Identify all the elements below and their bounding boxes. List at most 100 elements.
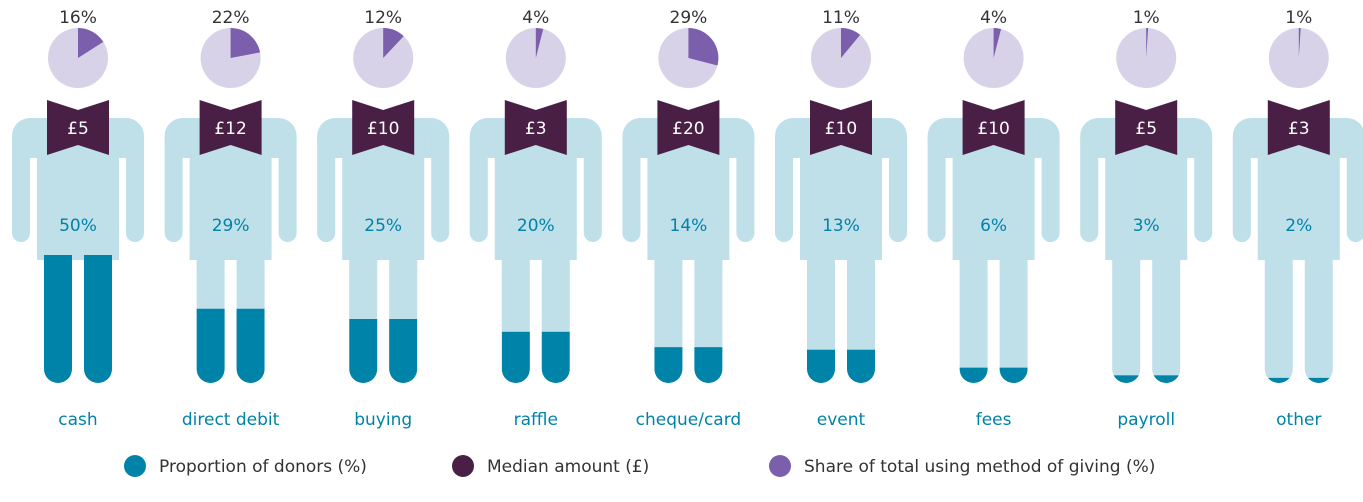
- share-wedge: [383, 28, 404, 58]
- share-wedge: [688, 28, 719, 66]
- donor-label: 14%: [670, 216, 708, 236]
- leg: [1304, 240, 1333, 383]
- arm: [889, 130, 907, 242]
- bowtie: [504, 100, 567, 155]
- leg: [999, 240, 1028, 383]
- figure: 14% 29% £20 cheque/card: [622, 8, 755, 430]
- share-wedge: [993, 28, 1002, 58]
- median-label: £3: [1288, 119, 1310, 139]
- donor-fill: [959, 367, 1028, 383]
- legend-label: Median amount (£): [487, 457, 649, 477]
- median-label: £12: [214, 119, 246, 139]
- median-label: £10: [367, 119, 399, 139]
- arm: [12, 130, 30, 242]
- share-label: 1%: [1133, 8, 1160, 28]
- donor-fill: [501, 331, 570, 383]
- category-label: cheque/card: [636, 410, 742, 430]
- legend-swatch: [124, 455, 146, 477]
- donor-fill: [44, 255, 112, 383]
- leg: [847, 240, 875, 383]
- legend-label: Share of total using method of giving (%…: [804, 457, 1155, 477]
- bowtie: [962, 100, 1025, 155]
- share-label: 29%: [670, 8, 708, 28]
- legend-label: Proportion of donors (%): [159, 457, 367, 477]
- median-label: £10: [825, 119, 857, 139]
- bowtie: [1115, 100, 1178, 155]
- arm: [1080, 130, 1099, 242]
- median-label: £5: [67, 119, 89, 139]
- bowtie: [199, 100, 262, 155]
- share-label: 12%: [364, 8, 402, 28]
- donor-label: 6%: [980, 216, 1007, 236]
- share-wedge: [1298, 28, 1301, 58]
- arm: [164, 130, 183, 242]
- leg: [1152, 240, 1181, 383]
- donor-fill: [807, 349, 875, 383]
- category-label: buying: [354, 410, 412, 430]
- donor-label: 50%: [59, 216, 97, 236]
- legend-swatch: [452, 455, 474, 477]
- share-wedge: [78, 28, 104, 58]
- figure: 3% 1% £5 payroll: [1080, 8, 1213, 430]
- category-label: fees: [976, 410, 1012, 430]
- donor-fill: [1112, 375, 1181, 383]
- median-label: £10: [977, 119, 1009, 139]
- donor-label: 2%: [1285, 216, 1312, 236]
- leg: [807, 240, 835, 383]
- category-label: direct debit: [182, 410, 280, 430]
- share-label: 4%: [980, 8, 1007, 28]
- share-wedge: [841, 28, 861, 58]
- bowtie: [657, 100, 720, 155]
- share-wedge: [535, 28, 544, 58]
- figure: 13% 11% £10 event: [775, 8, 907, 430]
- category-label: raffle: [514, 410, 558, 430]
- donor-label: 20%: [517, 216, 555, 236]
- arm: [583, 130, 602, 242]
- share-wedge: [1146, 28, 1149, 58]
- share-label: 16%: [59, 8, 97, 28]
- donor-label: 25%: [364, 216, 402, 236]
- donor-label: 13%: [822, 216, 860, 236]
- figure: 25% 12% £10 buying: [317, 8, 450, 430]
- leg: [1112, 240, 1141, 383]
- category-label: other: [1276, 410, 1321, 430]
- leg: [1264, 240, 1293, 383]
- arm: [1041, 130, 1060, 242]
- bowtie: [352, 100, 415, 155]
- share-label: 11%: [822, 8, 860, 28]
- figure: 20% 4% £3 raffle: [469, 8, 602, 430]
- arm: [126, 130, 144, 242]
- figure: 29% 22% £12 direct debit: [164, 8, 297, 430]
- median-label: £3: [525, 119, 547, 139]
- arm: [1194, 130, 1213, 242]
- category-label: cash: [58, 410, 97, 430]
- donor-fill: [1264, 377, 1333, 383]
- share-label: 22%: [212, 8, 250, 28]
- bowtie: [810, 100, 872, 155]
- donor-label: 29%: [212, 216, 250, 236]
- donor-fill: [654, 347, 723, 383]
- donor-fill: [196, 308, 265, 383]
- bowtie: [1267, 100, 1330, 155]
- donor-fill: [349, 319, 418, 383]
- share-label: 4%: [522, 8, 549, 28]
- leg: [959, 240, 988, 383]
- donor-label: 3%: [1133, 216, 1160, 236]
- share-wedge: [230, 28, 261, 58]
- arm: [469, 130, 488, 242]
- arm: [431, 130, 450, 242]
- figure: 50% 16% £5 cash: [12, 8, 144, 430]
- arm: [317, 130, 336, 242]
- category-label: payroll: [1117, 410, 1175, 430]
- legend-swatch: [769, 455, 791, 477]
- arm: [622, 130, 641, 242]
- bowtie: [47, 100, 109, 155]
- median-label: £20: [672, 119, 704, 139]
- figure: 2% 1% £3 other: [1232, 8, 1363, 430]
- figure: 6% 4% £10 fees: [927, 8, 1060, 430]
- arm: [1232, 130, 1251, 242]
- arm: [736, 130, 755, 242]
- arm: [278, 130, 297, 242]
- median-label: £5: [1135, 119, 1157, 139]
